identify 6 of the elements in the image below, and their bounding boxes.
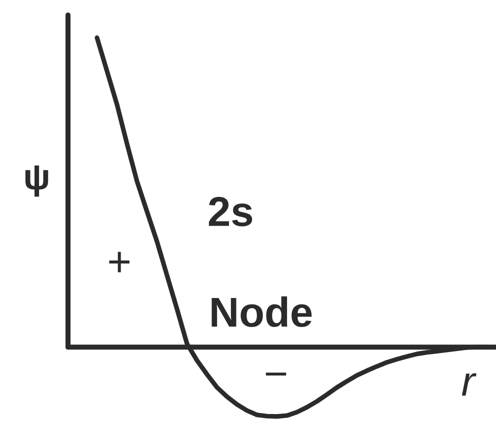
y-axis-title: ψ — [25, 166, 48, 197]
series-label: 2s — [208, 196, 252, 226]
x-axis-title: r — [462, 373, 477, 396]
annotation: − — [266, 372, 286, 376]
annotation: Node — [212, 296, 312, 328]
annotation: + — [109, 252, 130, 272]
